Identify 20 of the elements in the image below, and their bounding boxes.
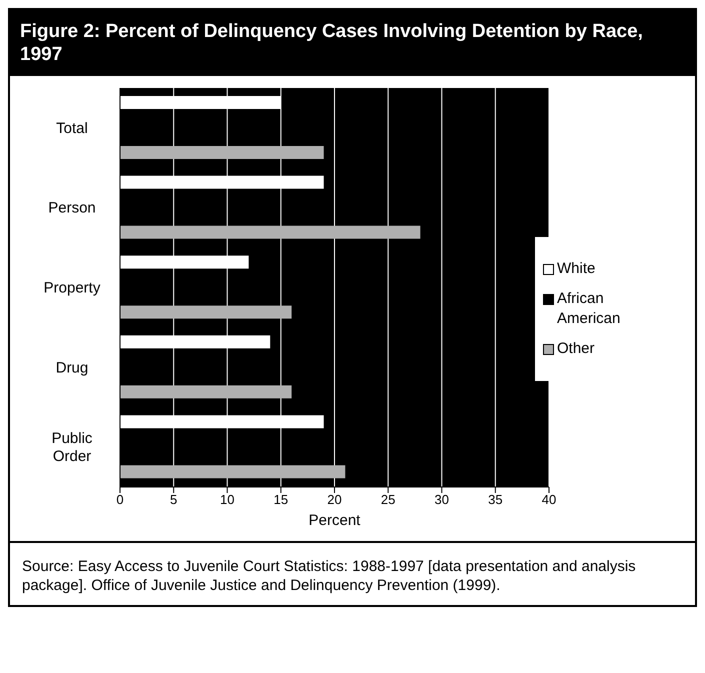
x-tick-label: 35 [488, 492, 503, 508]
x-tick-label: 20 [327, 492, 342, 508]
x-tick-label: 30 [434, 492, 449, 508]
y-tick-label: Person [48, 200, 96, 217]
y-tick-label: Public Order [52, 430, 93, 466]
y-tick-label: Total [56, 120, 88, 137]
chart-title: Figure 2: Percent of Delinquency Cases Involving Detention by Race, 1997 [10, 10, 695, 76]
x-tick-label: 40 [542, 492, 556, 508]
legend-label: African American [557, 288, 622, 328]
x-tick-label: 10 [220, 492, 234, 508]
x-axis-title: Percent [308, 512, 362, 529]
x-tick-label: 15 [274, 492, 288, 508]
legend-label: Other [557, 338, 595, 358]
legend-label: White [557, 258, 596, 278]
y-tick-label: Property [44, 280, 101, 296]
y-tick-label: Drug [56, 359, 88, 376]
source-note: Source: Easy Access to Juvenile Court Statistics: 1988-1997 [data presentation and analysis package]. Office of Juvenile Justice and Delinquency Prevention (1999). [22, 557, 637, 595]
x-tick-label: 5 [170, 492, 178, 508]
x-tick-label: 0 [116, 492, 124, 508]
x-tick-label: 25 [380, 492, 396, 508]
